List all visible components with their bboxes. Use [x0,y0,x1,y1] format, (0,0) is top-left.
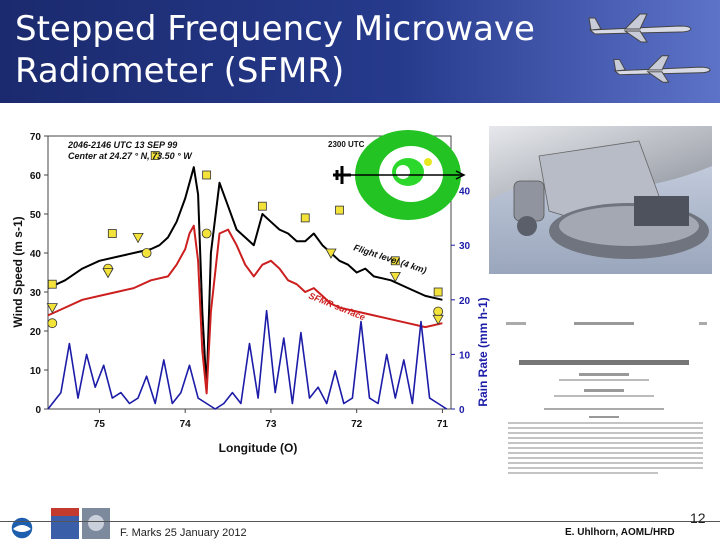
marker-triangle [325,248,337,259]
series-line [47,224,443,395]
radar-inset: 2300 UTC [328,130,466,220]
marker-square [335,205,344,215]
x-tick-label: 72 [351,419,363,430]
y-right-tick-label: 20 [459,296,471,307]
y-right-tick-label: 0 [459,405,465,416]
series-line [47,166,443,391]
marker-square [107,229,117,238]
marker-triangle [432,314,444,326]
page-number: 12 [690,510,706,526]
sfmr-pod-photo [489,126,712,274]
x-tick-label: 75 [94,419,106,430]
noaa-logo-wave [13,525,31,532]
y-left-tick-label: 50 [30,210,42,221]
marker-triangle [389,272,401,283]
marker-square [390,256,400,266]
x-tick-label: 73 [265,419,277,430]
y-left-tick-label: 0 [35,405,41,416]
y-axis-left-label: Wind Speed (m s-1) [11,216,25,327]
y-right-tick-label: 10 [459,350,471,361]
left-axis: 0 10 20 30 40 50 60 70 [30,132,48,416]
series-layer [47,166,448,410]
slide-header: Stepped Frequency Microwave Radiometer (… [0,0,720,103]
marker-square [433,287,443,297]
y-right-tick-label: 30 [459,241,471,252]
marker-circle [201,228,212,239]
series-line [47,309,448,410]
marker-circle [433,306,444,317]
marker-square [202,170,212,180]
marker-triangle [132,233,144,244]
marker-triangle [46,303,58,314]
footer-author: E. Uhlhorn, AOML/HRD [565,527,675,538]
y-left-tick-label: 70 [30,132,42,143]
marker-square [300,213,310,223]
flight-track-arrow-icon [455,170,466,180]
x-tick-label: 74 [180,419,192,430]
y-left-tick-label: 10 [30,366,42,377]
y-left-tick-label: 40 [30,249,42,260]
aircraft-icon [613,55,711,83]
figure-annotation-line1: 2046-2146 UTC 13 SEP 99 [67,140,177,150]
slide-title-line1: Stepped Frequency Microwave [15,9,535,49]
x-tick-label: 71 [437,419,449,430]
x-axis: 75 74 73 72 71 [94,409,449,430]
marker-circle [47,318,58,329]
x-axis-label: Longitude (O) [219,441,298,455]
footer-credit: F. Marks 25 January 2012 [120,527,247,539]
footer-logos [10,508,110,540]
footer-divider [0,521,720,522]
figure-annotation-line2: Center at 24.27 ° N, 73.50 ° W [68,151,193,161]
marker-triangle [102,268,114,279]
y-left-tick-label: 20 [30,327,42,338]
right-axis: 0 10 20 30 40 [451,187,471,416]
radar-core-yellow [424,158,432,166]
radar-eye [396,165,410,179]
marker-circle [141,248,152,258]
y-left-tick-label: 60 [30,171,42,182]
journal-paper-thumbnail [494,318,716,488]
y-axis-right-label: Rain Rate (mm h-1) [476,297,490,406]
slide-title-line2: Radiometer (SFMR) [15,51,345,91]
y-right-tick-label: 40 [459,187,471,198]
aircraft-icon [333,166,351,184]
aircraft-icon [588,13,692,43]
inset-label: 2300 UTC [328,140,365,149]
marker-square [47,279,57,289]
y-left-tick-label: 30 [30,288,42,299]
marker-square [257,201,267,211]
marker-layer [46,151,444,329]
marker-square [150,151,160,160]
wind-rain-chart: 0 10 20 30 40 50 60 70 0 10 20 30 40 75 74 73 72 71 204… [11,130,490,455]
